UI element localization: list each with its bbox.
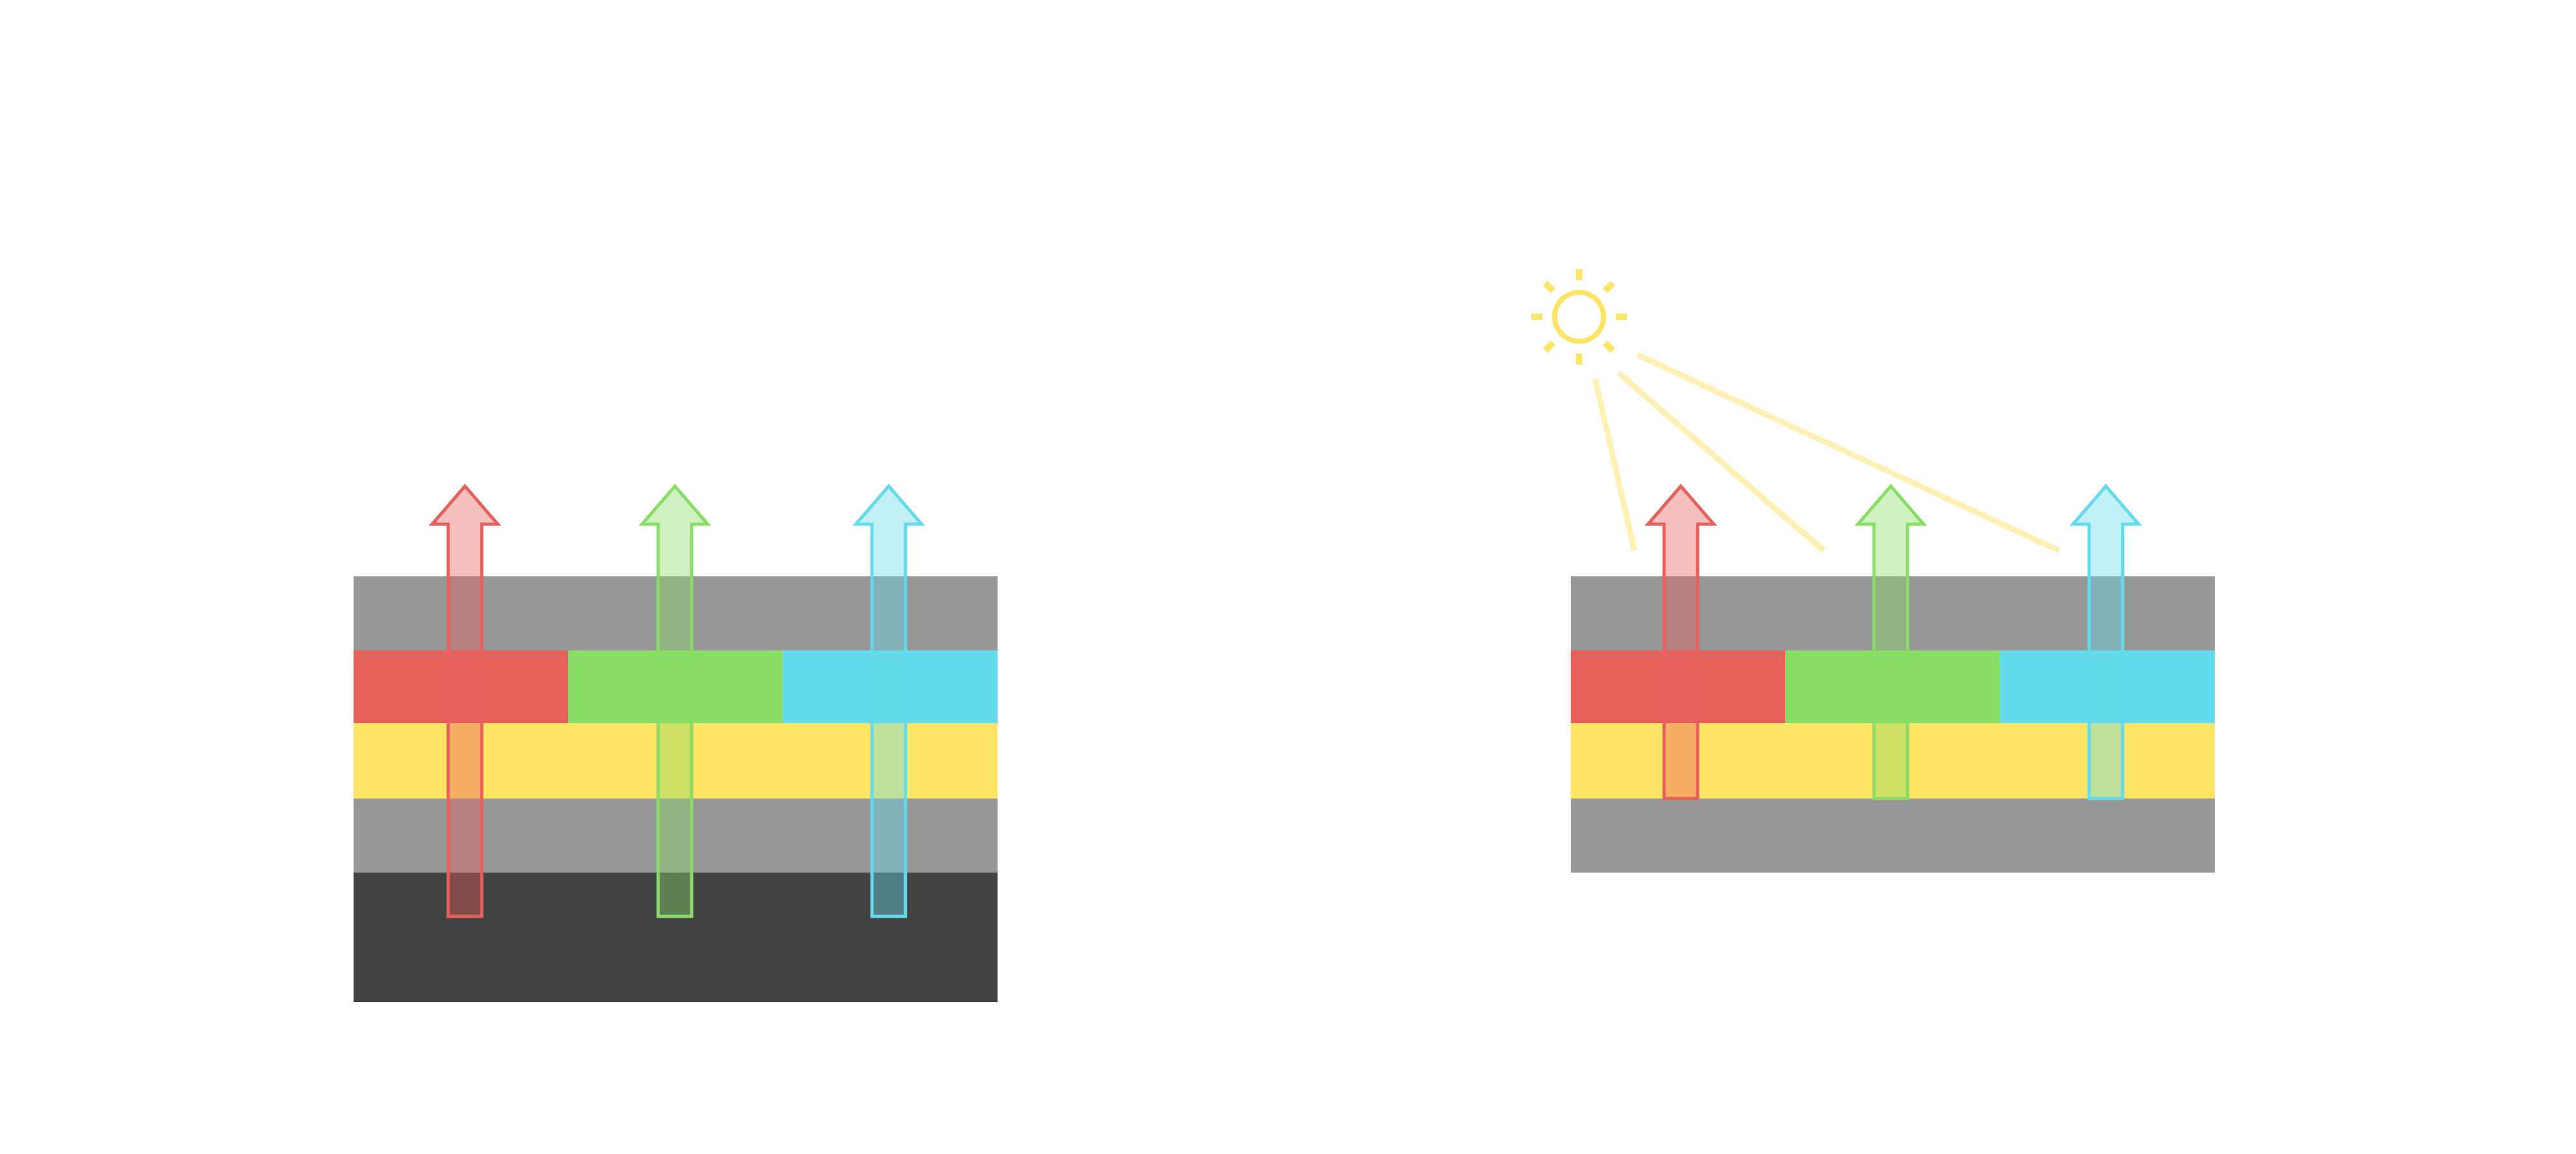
- light-beam: [1592, 378, 1638, 552]
- yellow-layer: [1571, 723, 2215, 799]
- cyan-arrow-up-icon: [2069, 484, 2143, 800]
- sun-ray: [1543, 340, 1556, 353]
- sun-icon: [1531, 269, 1627, 364]
- green-arrow-up-icon: [638, 484, 712, 918]
- left-layer-stack: [354, 484, 998, 1002]
- color-filter-green: [568, 650, 783, 723]
- gray-layer: [1571, 799, 2215, 873]
- color-filter-cyan: [782, 650, 998, 723]
- light-beam: [1616, 370, 1826, 553]
- sun-disc: [1552, 290, 1606, 344]
- sun-ray: [1602, 340, 1615, 353]
- gray-layer: [354, 799, 998, 873]
- light-beam: [1636, 352, 2060, 554]
- light-beams: [1592, 352, 2060, 554]
- color-filter-cyan: [2000, 650, 2215, 723]
- color-filter-red: [1571, 650, 1786, 723]
- gray-layer: [1571, 576, 2215, 650]
- color-filter-green: [1785, 650, 2000, 723]
- cyan-arrow-up-icon: [852, 484, 925, 918]
- green-arrow-up-icon: [1854, 484, 1927, 800]
- yellow-layer: [354, 723, 998, 799]
- sun-ray: [1543, 281, 1556, 294]
- red-arrow-up-icon: [428, 484, 502, 918]
- right-layer-stack: [1571, 484, 2215, 873]
- sun-ray: [1602, 281, 1615, 294]
- red-arrow-up-icon: [1644, 484, 1718, 800]
- color-filter-red: [354, 650, 569, 723]
- dark-layer: [354, 873, 998, 1002]
- gray-layer: [354, 576, 998, 650]
